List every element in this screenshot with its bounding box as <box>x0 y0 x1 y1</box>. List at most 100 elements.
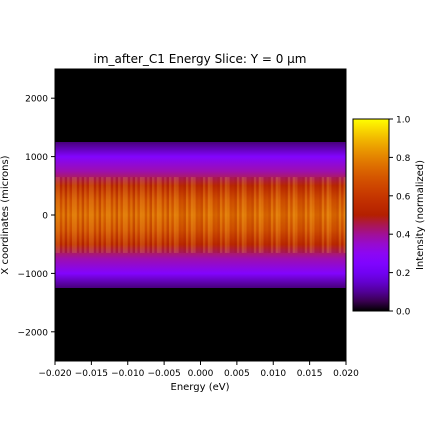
x-tick-label: −0.020 <box>38 369 72 379</box>
energy-stripe <box>304 177 308 253</box>
colorbar-gradient <box>352 118 390 312</box>
energy-stripe <box>84 177 87 253</box>
energy-stripe <box>222 177 225 253</box>
energy-stripe <box>316 177 320 253</box>
energy-stripe <box>198 177 201 253</box>
energy-stripe <box>217 177 220 253</box>
energy-stripe <box>295 177 298 253</box>
x-tick-label: 0.000 <box>188 369 214 379</box>
energy-stripe <box>122 177 126 253</box>
energy-stripe <box>147 177 150 253</box>
energy-stripe <box>280 177 283 253</box>
x-tick-label: −0.005 <box>147 369 180 379</box>
energy-stripe <box>321 177 325 253</box>
y-tick-label: 1000 <box>25 153 48 163</box>
energy-stripe <box>331 177 334 253</box>
energy-stripe <box>101 177 104 253</box>
x-axis: −0.020 −0.015 −0.010 −0.005 0.000 0.005 0.010 0… <box>38 361 359 379</box>
colorbar-tick-label: 0.2 <box>396 269 410 279</box>
energy-stripe <box>312 177 315 253</box>
energy-stripe <box>278 177 281 253</box>
energy-stripe <box>139 177 143 253</box>
energy-stripe <box>251 177 254 253</box>
x-axis-label: Energy (eV) <box>171 382 230 393</box>
energy-stripe <box>115 177 119 253</box>
energy-stripe <box>314 177 317 253</box>
energy-stripe <box>241 177 245 253</box>
y-tick-label: 0 <box>42 212 48 222</box>
energy-stripe <box>212 177 216 253</box>
energy-stripe <box>188 177 191 253</box>
colorbar-tick-label: 0.0 <box>396 308 411 318</box>
energy-stripe <box>202 177 206 253</box>
energy-stripe <box>62 177 65 253</box>
energy-stripe <box>256 177 259 253</box>
energy-stripe <box>164 177 167 253</box>
energy-stripe <box>125 177 128 253</box>
energy-stripe <box>185 177 189 253</box>
x-tick-label: 0.020 <box>333 369 359 379</box>
chart-title: im_after_C1 Energy Slice: Y = 0 μm <box>94 52 307 66</box>
energy-stripe <box>244 177 247 253</box>
energy-stripe <box>210 177 213 253</box>
y-axis: 2000 1000 0 −1000 −2000 <box>18 95 55 338</box>
energy-stripe <box>55 177 58 253</box>
energy-stripe <box>86 177 89 253</box>
colorbar-tick-label: 0.8 <box>396 154 411 164</box>
plot-area <box>54 68 347 362</box>
energy-stripe <box>149 177 152 253</box>
colorbar-tick-label: 0.4 <box>396 231 411 241</box>
energy-stripe <box>268 177 271 253</box>
energy-stripe <box>326 177 330 253</box>
energy-stripe <box>171 177 174 253</box>
energy-stripe <box>98 177 102 253</box>
energy-stripe <box>319 177 322 253</box>
energy-stripes <box>55 177 346 253</box>
energy-stripe <box>130 177 133 253</box>
energy-stripe <box>341 177 344 253</box>
energy-stripe <box>183 177 186 253</box>
y-tick-label: −2000 <box>18 328 49 338</box>
energy-stripe <box>168 177 172 253</box>
energy-stripe <box>190 177 194 253</box>
energy-stripe <box>154 177 157 253</box>
energy-stripe <box>287 177 291 253</box>
colorbar-label: Intensity (normalized) <box>415 160 426 270</box>
energy-stripe <box>290 177 293 253</box>
energy-stripe <box>144 177 148 253</box>
energy-stripe <box>324 177 327 253</box>
energy-stripe <box>166 177 169 253</box>
energy-stripe <box>239 177 242 253</box>
energy-stripe <box>249 177 252 253</box>
x-tick-label: −0.010 <box>111 369 145 379</box>
energy-stripe <box>69 177 72 253</box>
energy-stripe <box>234 177 237 253</box>
energy-stripe <box>88 177 92 253</box>
energy-stripe <box>307 177 310 253</box>
energy-stripe <box>176 177 179 253</box>
y-tick-label: −1000 <box>18 270 49 280</box>
energy-stripe <box>113 177 116 253</box>
energy-stripe <box>178 177 182 253</box>
energy-stripe <box>200 177 203 253</box>
energy-stripe <box>302 177 305 253</box>
energy-stripe <box>173 177 177 253</box>
energy-stripe <box>215 177 218 253</box>
energy-stripe <box>71 177 75 253</box>
colorbar-tick-label: 1.0 <box>396 116 411 126</box>
energy-stripe <box>142 177 145 253</box>
energy-stripe <box>219 177 223 253</box>
energy-stripe <box>59 177 63 253</box>
y-axis-label: X coordinates (microns) <box>0 155 11 274</box>
energy-stripe <box>263 177 266 253</box>
energy-stripe <box>205 177 208 253</box>
x-tick-label: 0.015 <box>297 369 323 379</box>
energy-stripe <box>91 177 94 253</box>
energy-stripe <box>152 177 155 253</box>
energy-stripe <box>275 177 279 253</box>
energy-stripe <box>108 177 111 253</box>
energy-stripe <box>195 177 199 253</box>
energy-stripe <box>74 177 77 253</box>
energy-stripe <box>338 177 342 253</box>
